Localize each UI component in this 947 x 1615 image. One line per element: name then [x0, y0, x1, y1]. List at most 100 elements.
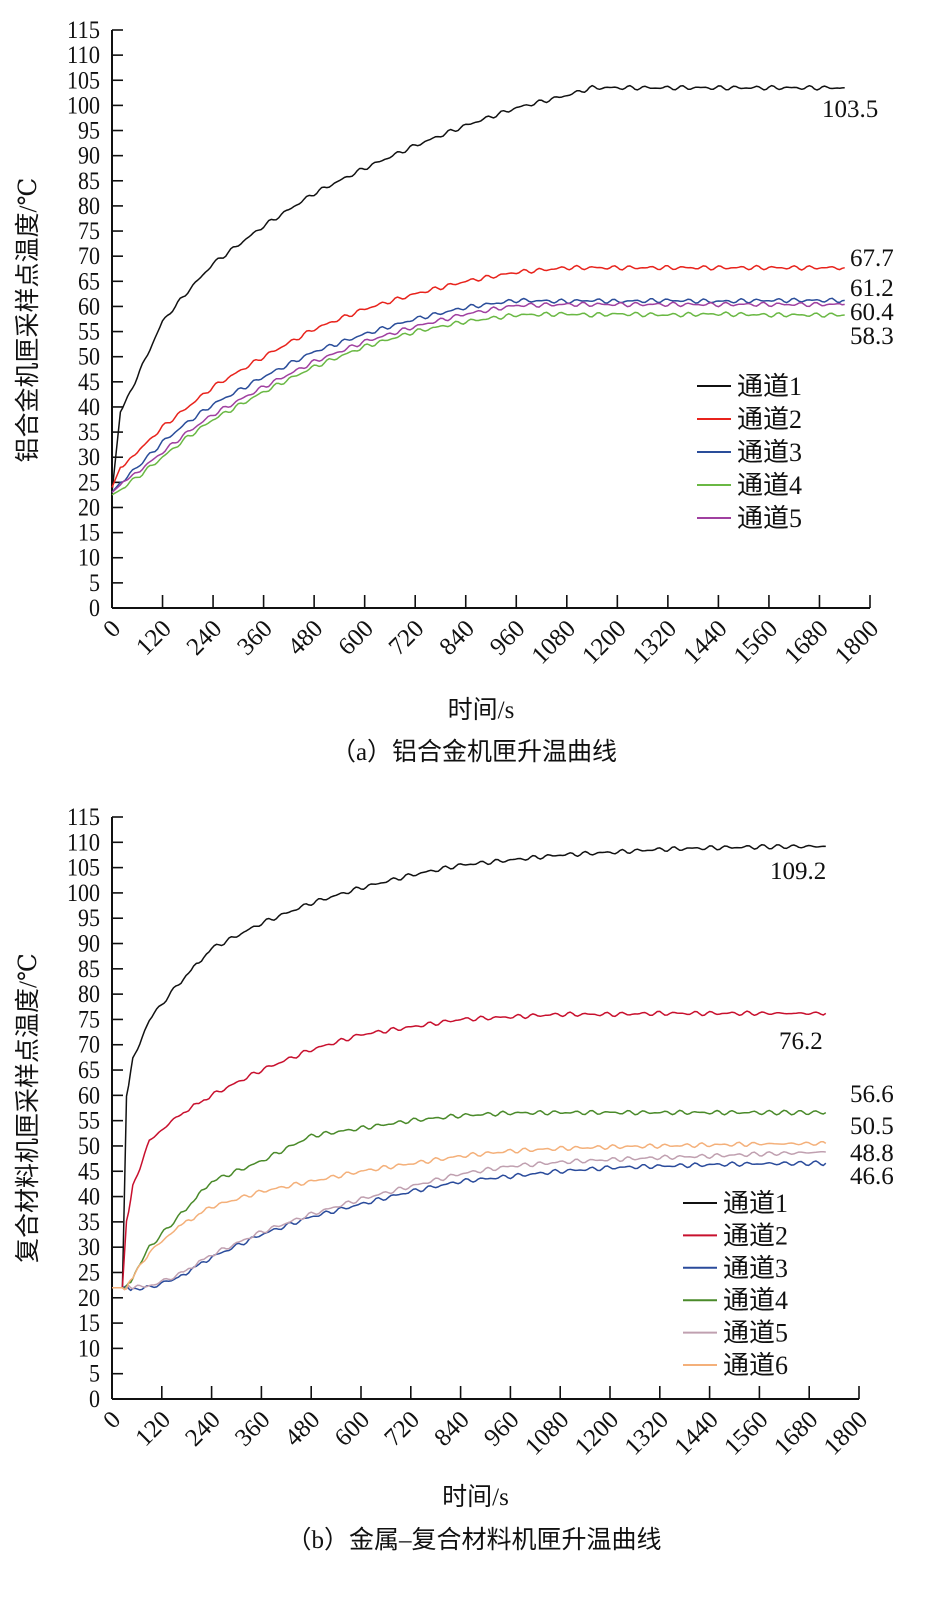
y-tick-label: 115 [67, 804, 100, 831]
y-tick-label: 45 [78, 1158, 100, 1185]
y-tick-label: 20 [78, 1285, 100, 1312]
series-line-5 [111, 301, 845, 493]
y-tick-label: 75 [78, 1006, 100, 1033]
end-value-label: 103.5 [822, 96, 878, 123]
legend-item: 通道5 [697, 504, 802, 533]
x-tick-label: 960 [485, 615, 531, 661]
y-tick-label: 0 [89, 1386, 100, 1413]
x-tick-label: 720 [384, 615, 430, 661]
legend-item: 通道6 [683, 1351, 788, 1380]
legend-label: 通道4 [737, 471, 802, 500]
y-tick-label: 50 [78, 344, 100, 371]
y-tick-label: 80 [78, 193, 100, 220]
x-tick-label: 1080 [520, 1406, 574, 1460]
x-tick-label: 120 [131, 615, 177, 661]
y-tick-label: 40 [78, 394, 100, 421]
y-tick-label: 105 [67, 67, 100, 94]
y-tick-label: 10 [78, 545, 100, 572]
x-tick-label: 1440 [669, 1406, 723, 1460]
y-tick-label: 65 [78, 268, 100, 295]
y-tick-label: 95 [78, 118, 100, 145]
y-tick-label: 45 [78, 369, 100, 396]
y-tick-label: 115 [67, 17, 100, 44]
y-tick-label: 95 [78, 905, 100, 932]
y-tick-label: 110 [67, 829, 100, 856]
end-value-label: 109.2 [770, 858, 826, 885]
legend-label: 通道1 [737, 372, 802, 401]
legend-item: 通道4 [697, 471, 802, 500]
y-tick-label: 85 [78, 956, 100, 983]
y-tick-label: 5 [89, 570, 100, 597]
x-tick-label: 840 [429, 1406, 475, 1452]
legend-label: 通道3 [737, 438, 802, 467]
legend-item: 通道5 [683, 1319, 788, 1348]
y-tick-label: 65 [78, 1057, 100, 1084]
x-tick-label: 0 [98, 1406, 126, 1434]
x-tick-label: 1680 [769, 1406, 823, 1460]
legend-label: 通道6 [723, 1351, 788, 1380]
x-tick-label: 240 [180, 1406, 226, 1452]
x-tick-label: 1320 [628, 615, 682, 669]
legend-label: 通道1 [723, 1189, 788, 1218]
x-tick-label: 840 [434, 615, 480, 661]
series-line-1 [111, 84, 845, 493]
legend-label: 通道3 [723, 1254, 788, 1283]
x-tick-label: 240 [182, 615, 228, 661]
y-tick-label: 40 [78, 1184, 100, 1211]
y-tick-label: 110 [67, 42, 100, 69]
y-tick-label: 55 [78, 1108, 100, 1135]
series-line-6 [112, 1140, 827, 1291]
end-value-label: 46.6 [850, 1163, 894, 1190]
y-tick-label: 100 [67, 92, 100, 119]
x-tick-label: 960 [479, 1406, 525, 1452]
legend-item: 通道2 [683, 1221, 788, 1250]
legend-item: 通道2 [697, 405, 802, 434]
y-tick-label: 30 [78, 1234, 100, 1261]
legend-item: 通道4 [683, 1286, 788, 1315]
y-tick-label: 90 [78, 931, 100, 958]
series-line-2 [111, 264, 845, 488]
x-tick-label: 0 [98, 615, 126, 643]
y-tick-label: 70 [78, 1032, 100, 1059]
end-value-label: 50.5 [850, 1113, 894, 1140]
y-tick-label: 105 [67, 855, 100, 882]
legend-label: 通道2 [723, 1221, 788, 1250]
x-tick-label: 1800 [819, 1406, 873, 1460]
legend-item: 通道3 [683, 1254, 788, 1283]
x-tick-label: 600 [330, 1406, 376, 1452]
series-line-1 [112, 843, 826, 1289]
x-tick-label: 1320 [620, 1406, 674, 1460]
y-tick-label: 85 [78, 168, 100, 195]
y-axis-label: 复合材料机匣采样点温度/℃ [14, 953, 42, 1263]
y-axis-label: 铝合金机匣采样点温度/℃ [14, 178, 42, 463]
legend-item: 通道3 [697, 438, 802, 467]
y-tick-label: 35 [78, 419, 100, 446]
end-value-label: 56.6 [850, 1081, 894, 1108]
x-tick-label: 120 [130, 1406, 176, 1452]
y-tick-label: 60 [78, 1082, 100, 1109]
end-value-label: 58.3 [850, 323, 894, 350]
x-tick-label: 1800 [830, 615, 884, 669]
x-tick-label: 1440 [678, 615, 732, 669]
end-value-label: 60.4 [850, 299, 894, 326]
y-tick-label: 50 [78, 1133, 100, 1160]
y-tick-label: 100 [67, 880, 100, 907]
y-tick-label: 20 [78, 494, 100, 521]
legend-label: 通道4 [723, 1286, 788, 1315]
legend-item: 通道1 [683, 1189, 788, 1218]
y-tick-label: 5 [89, 1361, 100, 1388]
figure-caption: （a）铝合金机匣升温曲线 [331, 738, 617, 766]
x-axis-label: 时间/s [442, 1483, 509, 1511]
x-tick-label: 1680 [779, 615, 833, 669]
chart-panel-b: 0510152025303540455055606570758085909510… [14, 804, 894, 1554]
y-tick-label: 70 [78, 243, 100, 270]
end-value-label: 76.2 [779, 1028, 823, 1055]
y-tick-label: 15 [78, 1310, 100, 1337]
x-tick-label: 1560 [719, 1406, 773, 1460]
y-tick-label: 75 [78, 218, 100, 245]
y-tick-label: 10 [78, 1335, 100, 1362]
legend-label: 通道5 [723, 1319, 788, 1348]
x-tick-label: 1200 [577, 615, 631, 669]
x-tick-label: 360 [232, 615, 278, 661]
series-line-4 [112, 1109, 827, 1290]
